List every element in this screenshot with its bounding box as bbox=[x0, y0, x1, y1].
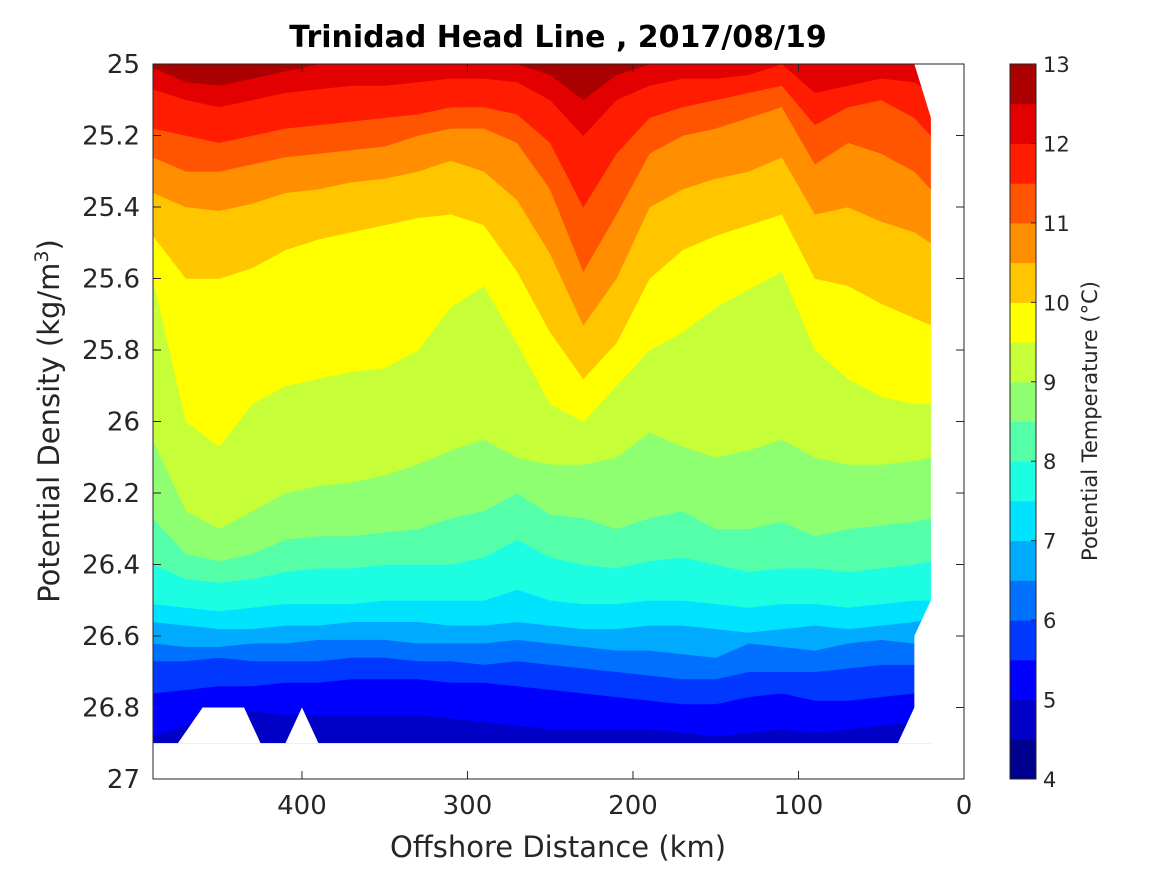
colorbar-swatch bbox=[1010, 222, 1036, 264]
colorbar-tick-label: 8 bbox=[1043, 450, 1056, 474]
colorbar-tick-label: 9 bbox=[1043, 371, 1056, 395]
y-tick-label: 25.2 bbox=[82, 122, 140, 152]
y-tick-label: 26.6 bbox=[82, 622, 140, 652]
y-axis-label-suffix: ) bbox=[32, 239, 66, 250]
contour-fill-layer bbox=[153, 64, 964, 779]
colorbar-swatch bbox=[1010, 580, 1036, 621]
colorbar-tick-label: 6 bbox=[1043, 609, 1056, 633]
y-tick-label: 25.4 bbox=[82, 193, 140, 223]
chart-title: Trinidad Head Line , 2017/08/19 bbox=[289, 20, 826, 55]
y-tick-label: 26.8 bbox=[82, 694, 140, 724]
contour-band-12.5 bbox=[153, 64, 931, 101]
colorbar-swatch bbox=[1010, 540, 1036, 581]
colorbar-tick-label: 4 bbox=[1043, 768, 1056, 792]
y-axis-label-main: Potential Density (kg/m bbox=[32, 263, 66, 603]
contour-band-12 bbox=[153, 64, 932, 136]
y-tick-label: 25.6 bbox=[82, 265, 140, 295]
colorbar-swatch bbox=[1010, 262, 1036, 303]
y-tick-label: 25.8 bbox=[82, 336, 140, 366]
y-tick-label: 26.4 bbox=[82, 551, 140, 581]
x-tick-label: 400 bbox=[277, 791, 327, 821]
colorbar-tick-label: 5 bbox=[1043, 689, 1056, 713]
colorbar-frame bbox=[1009, 63, 1037, 780]
no-data-notch-0 bbox=[177, 707, 261, 744]
colorbar-swatch bbox=[1010, 699, 1036, 740]
y-tick-label: 27 bbox=[107, 765, 140, 795]
colorbar-tick-label: 7 bbox=[1043, 530, 1056, 554]
x-tick-label: 300 bbox=[443, 791, 493, 821]
colorbar-swatch bbox=[1010, 103, 1036, 144]
no-data-mask-bottom bbox=[153, 743, 964, 779]
y-axis-label-superscript: 3 bbox=[31, 250, 53, 262]
colorbar-tick-label: 10 bbox=[1043, 291, 1070, 315]
colorbar-swatch bbox=[1010, 342, 1036, 383]
contour-band-11.5 bbox=[153, 64, 932, 208]
no-data-notch-1 bbox=[285, 707, 319, 744]
colorbar-label: Potential Temperature (°C) bbox=[1078, 281, 1102, 561]
colorbar-tick-label: 13 bbox=[1043, 53, 1070, 77]
x-tick-label: 100 bbox=[774, 791, 824, 821]
colorbar-swatch bbox=[1010, 659, 1036, 701]
colorbar-swatch bbox=[1010, 620, 1036, 661]
x-axis: 400 300 200 100 0 bbox=[277, 64, 972, 821]
colorbar-swatch bbox=[1010, 143, 1036, 184]
colorbar-swatch bbox=[1010, 381, 1036, 422]
x-tick-label: 0 bbox=[956, 791, 973, 821]
colorbar-swatch bbox=[1010, 302, 1036, 343]
y-tick-label: 26.2 bbox=[82, 479, 140, 509]
colorbar-swatch bbox=[1010, 461, 1036, 502]
colorbar-swatch bbox=[1010, 421, 1036, 462]
y-tick-label: 26 bbox=[107, 408, 140, 438]
y-tick-label: 25 bbox=[107, 50, 140, 80]
colorbar-tick-label: 11 bbox=[1043, 212, 1070, 236]
colorbar-tick-label: 12 bbox=[1043, 132, 1070, 156]
colorbar-swatch bbox=[1010, 64, 1036, 105]
x-axis-label: Offshore Distance (km) bbox=[390, 830, 726, 864]
colorbar-swatch bbox=[1010, 739, 1036, 780]
colorbar-swatch bbox=[1010, 183, 1036, 224]
y-axis-label: Potential Density (kg/m3) bbox=[31, 239, 66, 603]
colorbar: 4 5 6 7 8 9 10 11 12 13 bbox=[1009, 53, 1070, 792]
x-tick-label: 200 bbox=[608, 791, 658, 821]
y-axis: 25 25.2 25.4 25.6 25.8 26 26.2 26.4 26.6 26.8 27 bbox=[82, 50, 964, 795]
colorbar-swatch bbox=[1010, 500, 1036, 542]
no-data-mask-right bbox=[897, 64, 964, 744]
